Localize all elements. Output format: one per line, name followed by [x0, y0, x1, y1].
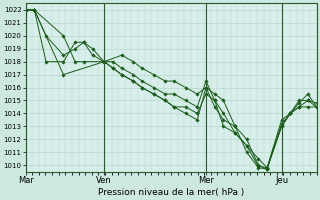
- X-axis label: Pression niveau de la mer( hPa ): Pression niveau de la mer( hPa ): [98, 188, 244, 197]
